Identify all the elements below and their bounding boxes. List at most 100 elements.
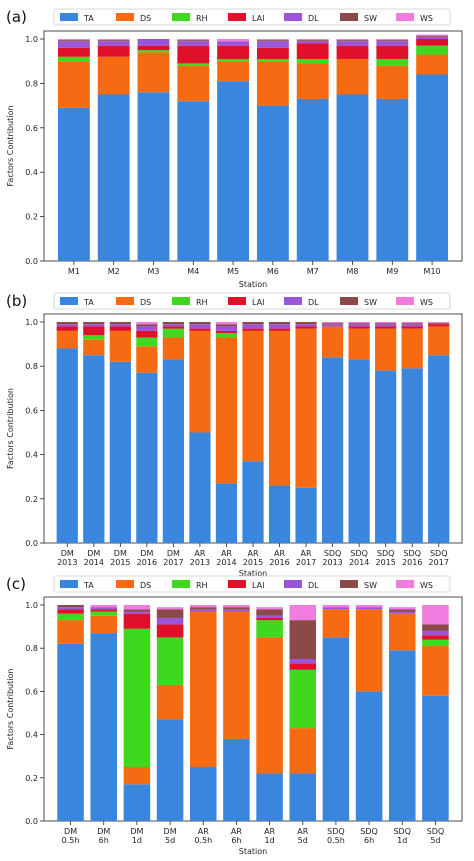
bar-ws — [348, 322, 370, 324]
bar-ta — [177, 101, 210, 261]
legend-label: RH — [196, 298, 208, 307]
bar-rh — [215, 333, 238, 338]
bar-dl — [57, 607, 84, 610]
bar-lai — [162, 326, 185, 329]
bar-dl — [156, 617, 184, 625]
x-tick-label: M1 — [68, 267, 80, 276]
bar-ds — [162, 337, 185, 360]
bar-dl — [162, 324, 185, 327]
bar-dl — [215, 326, 238, 331]
x-tick-label: DM 0.5h — [62, 827, 80, 845]
legend-label: TA — [83, 298, 94, 307]
bar-ds — [348, 328, 370, 360]
bar-ta — [268, 485, 291, 543]
bar-dl — [57, 41, 90, 48]
bar-ds — [322, 609, 350, 638]
y-tick-label: 0.8 — [25, 362, 38, 371]
bar-ws — [422, 605, 449, 625]
bar-lai — [256, 47, 289, 59]
bar-ta — [348, 359, 370, 543]
bar-ds — [90, 615, 118, 634]
legend-swatch-rh — [172, 297, 190, 305]
bar-sw — [156, 609, 184, 618]
legend-label: WS — [420, 298, 433, 307]
bar-ta — [295, 487, 317, 543]
bar-ds — [217, 61, 250, 82]
bar-lai — [336, 45, 369, 59]
bar-lai — [296, 43, 329, 59]
bar-dl — [109, 324, 131, 327]
bar-ws — [296, 39, 329, 41]
panel-label: (a) — [6, 8, 27, 26]
legend-swatch-dl — [284, 580, 302, 588]
chart-panel-1: 0.0 0.2 0.4 0.6 0.8 1.0 Factors Contribution M1… — [6, 8, 463, 289]
y-tick-label: 1.0 — [25, 318, 38, 327]
y-axis-label: Factors Contribution — [6, 106, 15, 187]
bar-ta — [321, 357, 344, 543]
bar-dl — [177, 41, 210, 46]
legend-swatch-dl — [284, 13, 302, 21]
y-tick-label: 0.2 — [25, 774, 38, 783]
legend-swatch-lai — [228, 13, 246, 21]
bar-ta — [189, 767, 217, 821]
y-tick-label: 0.0 — [25, 539, 38, 548]
bar-sw — [56, 322, 78, 325]
bar-sw — [189, 322, 211, 325]
bar-ta — [136, 372, 158, 543]
bar-ta — [256, 105, 289, 261]
x-tick-label: DM 2017 — [163, 549, 183, 567]
x-tick-label: M9 — [386, 267, 398, 276]
x-tick-label: M5 — [227, 267, 239, 276]
bar-dl — [83, 324, 105, 327]
bar-lai — [57, 609, 84, 614]
bar-ta — [422, 695, 449, 821]
legend-label: WS — [420, 14, 433, 23]
bar-ta — [375, 370, 397, 543]
bar-ws — [256, 39, 289, 41]
y-axis-label: Factors Contribution — [6, 669, 15, 750]
bar-lai — [136, 330, 158, 338]
bar-ds — [355, 609, 383, 692]
legend-swatch-ws — [396, 580, 414, 588]
bar-lai — [256, 617, 283, 621]
panel-label: (c) — [6, 575, 26, 593]
bar-ds — [136, 346, 158, 373]
legend-label: DL — [308, 298, 319, 307]
bar-ws — [136, 322, 158, 325]
bar-ds — [56, 330, 78, 349]
bar-sw — [321, 323, 344, 325]
legend-label: LAI — [252, 14, 264, 23]
bar-sw — [97, 40, 130, 42]
x-tick-label: M2 — [108, 267, 120, 276]
y-tick-label: 1.0 — [25, 601, 38, 610]
bar-ta — [97, 94, 130, 261]
legend-label: LAI — [252, 581, 264, 590]
x-tick-label: SDQ 2015 — [375, 549, 395, 567]
bar-ta — [388, 650, 416, 821]
bar-dl — [422, 630, 449, 636]
bar-dl — [137, 39, 170, 46]
bar-sw — [256, 609, 283, 616]
x-tick-label: SDQ 5d — [427, 827, 445, 845]
bar-rh — [422, 639, 449, 647]
bar-dl — [289, 659, 317, 664]
x-tick-label: SDQ 2017 — [429, 549, 449, 567]
x-tick-label: DM 1d — [130, 827, 143, 845]
bar-ds — [97, 56, 130, 95]
bar-ta — [215, 483, 238, 543]
plot-frame — [43, 596, 463, 822]
bar-ds — [109, 330, 131, 362]
bar-dl — [189, 324, 211, 329]
legend-label: DS — [140, 14, 151, 23]
bar-ds — [296, 63, 329, 99]
bar-dl — [90, 607, 118, 610]
bar-ds — [401, 328, 423, 369]
bar-ds — [223, 611, 250, 739]
bar-sw — [57, 605, 84, 608]
x-tick-label: AR 1d — [264, 827, 275, 845]
bar-ws — [189, 605, 217, 608]
bar-lai — [189, 328, 211, 331]
bar-sw — [215, 324, 238, 327]
bar-ds — [256, 61, 289, 106]
